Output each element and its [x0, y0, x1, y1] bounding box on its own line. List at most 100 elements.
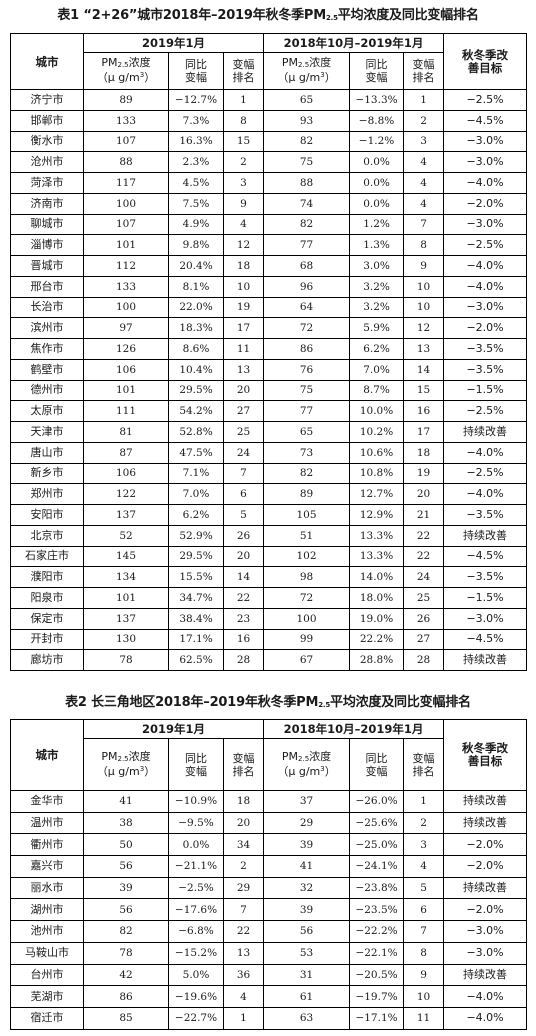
- cell-rank-season: 22: [403, 545, 445, 568]
- cell-pm-jan: 78: [83, 941, 169, 965]
- cell-rank-season: 12: [403, 317, 445, 339]
- cell-pm-season: 75: [263, 379, 351, 402]
- cell-goal: 持续改善: [443, 963, 528, 987]
- header-pm-concentration-2: PM2.5浓度 （μ g/m3）: [263, 52, 351, 90]
- cell-city: 淄博市: [10, 234, 84, 256]
- cell-city: 德州市: [10, 379, 84, 402]
- cell-pm-season: 32: [263, 876, 351, 900]
- table-row: 嘉兴市 56 −21.1% 2 41 −24.1% 4 −2.0%: [10, 855, 528, 878]
- table-row: 宿迁市 85 −22.7% 1 63 −17.1% 11 −4.0%: [10, 1006, 528, 1030]
- cell-rank-jan: 19: [222, 296, 265, 319]
- header-period2: 2018年10月–2019年1月: [263, 33, 445, 53]
- cell-city: 邯郸市: [10, 109, 84, 132]
- table-row: 衡水市 107 16.3% 15 82 −1.2% 3 −3.0%: [10, 130, 528, 153]
- cell-rank-season: 8: [403, 941, 445, 965]
- cell-rank-jan: 20: [222, 379, 265, 402]
- table-row: 马鞍山市 78 −15.2% 13 53 −22.1% 8 −3.0%: [10, 941, 528, 965]
- cell-change-jan: 0.0%: [168, 833, 224, 857]
- cell-pm-jan: 89: [83, 89, 169, 111]
- cell-pm-season: 100: [263, 607, 351, 630]
- cell-pm-jan: 41: [83, 790, 169, 813]
- table-row: 安阳市 137 6.2% 5 105 12.9% 21 −3.5%: [10, 504, 528, 526]
- cell-goal: −2.5%: [443, 89, 528, 111]
- cell-pm-jan: 117: [83, 172, 169, 194]
- cell-change-jan: −9.5%: [168, 811, 224, 835]
- header-change-2: 同比变幅: [349, 738, 405, 791]
- cell-rank-jan: 7: [222, 898, 265, 922]
- cell-goal: −4.0%: [443, 441, 528, 464]
- cell-pm-jan: 106: [83, 358, 169, 381]
- table-row: 阳泉市 101 34.7% 22 72 18.0% 25 −1.5%: [10, 587, 528, 609]
- cell-rank-season: 9: [403, 963, 445, 987]
- cell-pm-season: 65: [263, 89, 351, 111]
- cell-pm-jan: 133: [83, 275, 169, 298]
- cell-change-season: 3.2%: [349, 296, 405, 319]
- cell-pm-jan: 133: [83, 109, 169, 132]
- cell-pm-season: 93: [263, 109, 351, 132]
- header-rank-2: 变幅排名: [403, 52, 445, 90]
- cell-change-jan: 8.6%: [168, 338, 224, 360]
- cell-pm-jan: 86: [83, 985, 169, 1008]
- cell-rank-season: 4: [403, 855, 445, 878]
- cell-goal: −4.0%: [443, 1006, 528, 1030]
- cell-change-jan: 47.5%: [168, 441, 224, 464]
- cell-pm-jan: 130: [83, 628, 169, 651]
- cell-pm-jan: 88: [83, 151, 169, 173]
- cell-goal: −4.0%: [443, 172, 528, 194]
- cell-rank-jan: 13: [222, 358, 265, 381]
- cell-change-jan: 29.5%: [168, 379, 224, 402]
- cell-change-jan: −22.7%: [168, 1006, 224, 1030]
- cell-rank-season: 25: [403, 587, 445, 609]
- table-row: 淄博市 101 9.8% 12 77 1.3% 8 −2.5%: [10, 234, 528, 256]
- cell-city: 廊坊市: [10, 649, 84, 671]
- cell-goal: −2.0%: [443, 833, 528, 857]
- cell-pm-jan: 50: [83, 833, 169, 857]
- cell-pm-season: 39: [263, 898, 351, 922]
- table-row: 郑州市 122 7.0% 6 89 12.7% 20 −4.0%: [10, 483, 528, 505]
- cell-rank-jan: 10: [222, 275, 265, 298]
- cell-change-jan: −15.2%: [168, 941, 224, 965]
- cell-pm-season: 72: [263, 587, 351, 609]
- cell-change-jan: 10.4%: [168, 358, 224, 381]
- cell-rank-jan: 34: [222, 833, 265, 857]
- table-row: 邢台市 133 8.1% 10 96 3.2% 10 −4.0%: [10, 275, 528, 298]
- table1-header-row-2: PM2.5浓度 （μ g/m3） 同比变幅 变幅排名 PM2.5浓度 （μ g/m3…: [11, 52, 527, 90]
- cell-city: 芜湖市: [10, 985, 84, 1008]
- cell-change-jan: −6.8%: [168, 920, 224, 943]
- cell-rank-season: 18: [403, 441, 445, 464]
- cell-goal: −4.0%: [443, 985, 528, 1008]
- cell-change-jan: −19.6%: [168, 985, 224, 1008]
- cell-change-jan: 29.5%: [168, 545, 224, 568]
- table-row: 聊城市 107 4.9% 4 82 1.2% 7 −3.0%: [10, 213, 528, 236]
- cell-goal: 持续改善: [443, 790, 528, 813]
- cell-change-season: 28.8%: [349, 649, 405, 671]
- cell-change-season: 13.3%: [349, 524, 405, 547]
- cell-change-jan: −21.1%: [168, 855, 224, 878]
- cell-pm-season: 72: [263, 317, 351, 339]
- cell-goal: −3.0%: [443, 296, 528, 319]
- cell-goal: −4.0%: [443, 275, 528, 298]
- cell-rank-jan: 5: [222, 504, 265, 526]
- cell-change-season: −13.3%: [349, 89, 405, 111]
- cell-change-season: 0.0%: [349, 172, 405, 194]
- cell-city: 新乡市: [10, 462, 84, 485]
- cell-change-season: −19.7%: [349, 985, 405, 1008]
- cell-rank-jan: 4: [222, 985, 265, 1008]
- header-pm-concentration: PM2.5浓度 （μ g/m3）: [83, 738, 169, 791]
- cell-pm-season: 53: [263, 941, 351, 965]
- cell-change-season: 10.2%: [349, 421, 405, 443]
- cell-pm-jan: 122: [83, 483, 169, 505]
- cell-goal: −2.5%: [443, 462, 528, 485]
- cell-rank-season: 17: [403, 421, 445, 443]
- cell-pm-jan: 56: [83, 855, 169, 878]
- cell-pm-jan: 42: [83, 963, 169, 987]
- cell-rank-jan: 2: [222, 855, 265, 878]
- cell-pm-season: 73: [263, 441, 351, 464]
- cell-rank-season: 11: [403, 1006, 445, 1030]
- cell-goal: −3.0%: [443, 130, 528, 153]
- cell-goal: −3.0%: [443, 607, 528, 630]
- table-row: 滨州市 97 18.3% 17 72 5.9% 12 −2.0%: [10, 317, 528, 339]
- cell-goal: 持续改善: [443, 649, 528, 671]
- cell-change-jan: 52.8%: [168, 421, 224, 443]
- cell-city: 金华市: [10, 790, 84, 813]
